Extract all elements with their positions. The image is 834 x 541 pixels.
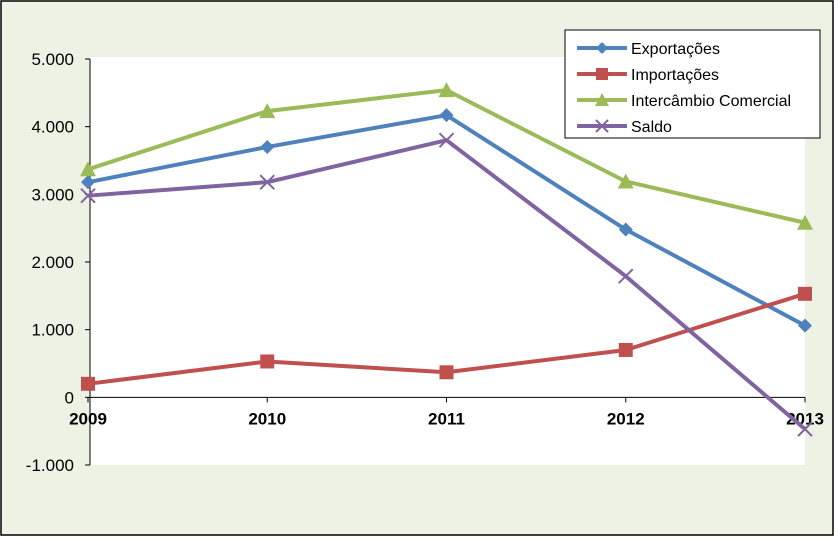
- x-marker-stroke: [618, 268, 634, 284]
- data-point-diamond: [618, 222, 633, 237]
- data-point-x: [438, 132, 455, 148]
- data-point-square: [81, 376, 95, 391]
- data-point-triangle: [259, 103, 276, 119]
- y-tick-label: 3.000: [31, 185, 74, 204]
- data-point-diamond: [596, 42, 608, 54]
- data-point-x: [595, 119, 609, 133]
- legend-label: Saldo: [631, 119, 672, 136]
- series-x: [80, 132, 813, 437]
- data-point-triangle: [80, 161, 96, 177]
- y-tick-label: 2.000: [31, 253, 74, 272]
- y-tick-label: 1.000: [31, 321, 74, 340]
- data-point-triangle: [438, 82, 455, 98]
- data-point-triangle: [797, 214, 813, 230]
- y-tick-label: 4.000: [31, 118, 74, 137]
- series-square: [81, 286, 812, 391]
- data-point-square: [596, 68, 608, 80]
- legend-label: Exportações: [631, 41, 720, 58]
- data-point-diamond: [260, 139, 275, 154]
- legend-entry: Intercâmbio Comercial: [577, 93, 791, 110]
- data-point-square: [260, 354, 275, 369]
- data-point-x: [80, 187, 96, 204]
- y-tick-label: 0: [65, 388, 74, 407]
- data-point-square: [618, 342, 633, 357]
- data-point-x: [618, 268, 634, 284]
- data-point-x: [259, 174, 275, 190]
- legend-entry: Exportações: [577, 41, 720, 58]
- y-tick-label: 5.000: [31, 50, 74, 69]
- legend-entry: Saldo: [577, 119, 672, 136]
- x-marker-stroke: [80, 187, 96, 204]
- x-marker-stroke: [438, 132, 455, 148]
- x-tick-label: 2010: [248, 409, 286, 428]
- legend-label: Importações: [631, 67, 719, 84]
- x-tick-label: 2011: [428, 409, 465, 428]
- data-point-diamond: [798, 318, 812, 333]
- data-point-diamond: [81, 175, 95, 190]
- x-marker-stroke: [797, 421, 813, 437]
- data-point-triangle: [595, 93, 609, 106]
- data-point-square: [439, 365, 454, 380]
- x-marker-stroke: [595, 119, 609, 133]
- series-diamond: [81, 108, 812, 333]
- x-marker-stroke: [259, 174, 275, 190]
- x-tick-label: 2012: [607, 409, 645, 428]
- data-point-square: [798, 286, 812, 301]
- y-tick-label: -1.000: [26, 456, 74, 475]
- data-point-triangle: [617, 173, 634, 189]
- x-tick-label: 2009: [69, 409, 107, 428]
- legend-entry: Importações: [577, 67, 719, 84]
- legend-label: Intercâmbio Comercial: [631, 93, 791, 110]
- data-point-diamond: [439, 108, 454, 123]
- data-point-x: [797, 421, 813, 437]
- series-triangle: [80, 82, 813, 230]
